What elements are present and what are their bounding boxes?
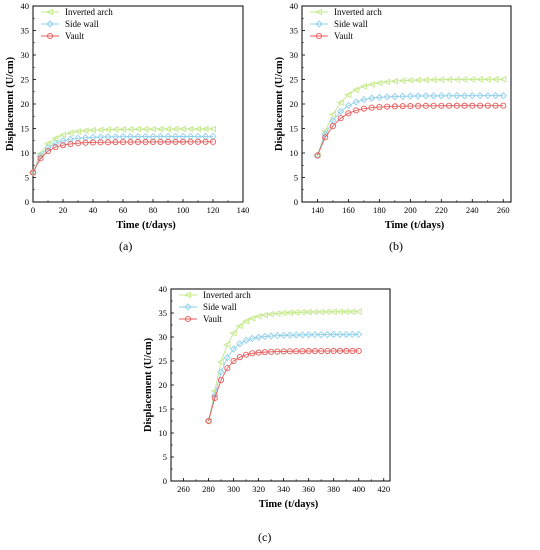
y-tick-label: 10	[21, 148, 30, 158]
chart-b: 0 5 10 15 20 25 30 35 40 140 160 180 200 220 240 260 Tim…	[274, 1, 511, 231]
series-line	[33, 129, 213, 173]
x-tick-label: 420	[377, 484, 390, 494]
x-tick-label: 280	[202, 484, 215, 494]
legend-label: Side wall	[203, 302, 237, 312]
x-tick-label: 40	[89, 205, 98, 215]
panel-label-b: (b)	[389, 239, 403, 254]
series-line	[317, 79, 503, 155]
y-tick-label: 25	[159, 356, 168, 366]
x-tick-label: 220	[435, 205, 448, 215]
x-tick-label: 140	[237, 205, 250, 215]
y-tick-label: 15	[159, 404, 168, 414]
y-tick-label: 5	[25, 173, 29, 183]
x-tick-label: 140	[311, 205, 324, 215]
series-line	[209, 312, 359, 421]
legend-label: Vault	[65, 31, 84, 41]
y-tick-label: 5	[294, 173, 298, 183]
x-tick-label: 300	[227, 484, 240, 494]
legend-label: Side wall	[334, 19, 368, 29]
y-axis-label: Displacement (U/cm)	[5, 56, 16, 151]
y-tick-label: 30	[290, 50, 299, 60]
x-tick-label: 160	[342, 205, 355, 215]
y-tick-label: 15	[290, 124, 299, 134]
x-tick-label: 100	[177, 205, 190, 215]
x-tick-label: 260	[497, 205, 510, 215]
x-axis-label: Time (t/days)	[385, 220, 445, 231]
y-tick-label: 10	[290, 148, 299, 158]
x-tick-label: 320	[252, 484, 265, 494]
y-tick-label: 0	[163, 476, 167, 486]
x-axis-label: Time (t/days)	[259, 499, 319, 510]
x-tick-label: 260	[177, 484, 190, 494]
legend-label: Inverted arch	[203, 290, 251, 300]
x-tick-label: 240	[466, 205, 479, 215]
y-tick-label: 40	[290, 1, 299, 11]
y-tick-label: 30	[21, 50, 30, 60]
y-tick-label: 40	[21, 1, 30, 11]
y-tick-label: 40	[159, 284, 168, 294]
y-tick-label: 20	[159, 380, 168, 390]
x-tick-label: 200	[404, 205, 417, 215]
y-tick-label: 0	[294, 197, 298, 207]
x-tick-label: 360	[302, 484, 315, 494]
series-vault	[206, 348, 361, 423]
y-tick-label: 25	[290, 75, 299, 85]
legend-label: Inverted arch	[65, 7, 113, 17]
x-tick-label: 120	[207, 205, 220, 215]
panel-label-c: (c)	[258, 530, 271, 545]
x-tick-label: 60	[119, 205, 128, 215]
x-tick-label: 20	[59, 205, 68, 215]
y-tick-label: 25	[21, 75, 30, 85]
y-axis-label: Displacement (U/cm)	[274, 56, 285, 151]
y-tick-label: 35	[21, 26, 30, 36]
series-line	[317, 96, 503, 156]
y-axis-label: Displacement (U/cm)	[143, 337, 154, 432]
chart-a: 0 5 10 15 20 25 30 35 40 0 20 40 60 80 100 120 140 Time (…	[5, 1, 249, 231]
legend-label: Side wall	[65, 19, 99, 29]
x-tick-label: 400	[352, 484, 365, 494]
legend-label: Vault	[334, 31, 353, 41]
chart-c: 0 5 10 15 20 25 30 35 40 260 280 300 320 340 360 380 400…	[143, 284, 390, 510]
x-tick-label: 340	[277, 484, 290, 494]
x-tick-label: 0	[31, 205, 35, 215]
series-line	[209, 334, 359, 421]
y-tick-label: 15	[21, 124, 30, 134]
y-tick-label: 0	[25, 197, 29, 207]
y-tick-label: 20	[290, 99, 299, 109]
series-side-wall	[206, 331, 362, 424]
y-tick-label: 20	[21, 99, 30, 109]
series-vault	[30, 139, 215, 175]
series-line	[317, 106, 503, 156]
x-axis-label: Time (t/days)	[116, 220, 176, 231]
y-tick-label: 35	[290, 26, 299, 36]
y-tick-label: 30	[159, 332, 168, 342]
x-tick-label: 80	[149, 205, 158, 215]
legend-label: Inverted arch	[334, 7, 382, 17]
y-tick-label: 10	[159, 428, 168, 438]
x-tick-label: 380	[327, 484, 340, 494]
x-tick-label: 180	[373, 205, 386, 215]
panel-label-a: (a)	[119, 239, 132, 254]
series-line	[33, 142, 213, 173]
y-tick-label: 5	[163, 452, 167, 462]
legend-label: Vault	[203, 314, 222, 324]
y-tick-label: 35	[159, 308, 168, 318]
